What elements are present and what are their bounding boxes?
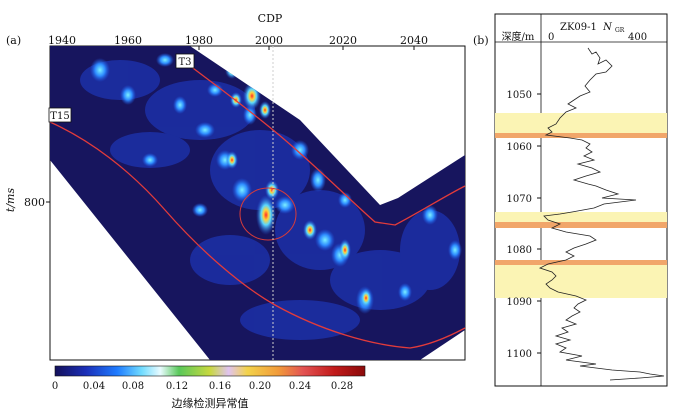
y-axis-title: t/ms: [4, 188, 17, 213]
depth-tick-label: 1070: [507, 194, 532, 205]
depth-tick-label: 1090: [507, 297, 532, 308]
svg-text:ZK09-1 N GR: ZK09-1 N GR: [560, 22, 625, 34]
y-tick-label: 800: [24, 196, 45, 209]
well-log-frame: [494, 13, 668, 387]
x-axis-title: CDP: [258, 12, 283, 25]
x-tick-label: 2040: [400, 34, 428, 47]
anomaly-outline: [239, 187, 297, 241]
x-tick-label: 2000: [255, 34, 283, 47]
horizon-label-t3: T3: [175, 53, 195, 69]
horizon-t15-line: [49, 121, 466, 349]
x-tick-label: 1960: [114, 34, 142, 47]
colorbar-tick-labels: 0 0.04 0.08 0.12 0.16 0.20 0.24 0.28: [52, 381, 353, 392]
gr-log-curve: [538, 47, 665, 381]
log-name-subscript: GR: [615, 27, 625, 34]
colorbar-tick-label: 0.12: [166, 381, 188, 392]
colorbar-tick-label: 0.24: [289, 381, 311, 392]
colorbar-tick-label: 0.04: [83, 381, 105, 392]
depth-tick-labels: 1050 1060 1070 1080 1090 1100: [507, 90, 532, 360]
horizon-label-t3-text: T3: [178, 57, 191, 68]
log-scale-max: 400: [628, 32, 647, 43]
log-scale-min: 0: [548, 32, 554, 43]
horizon-label-t15: T15: [48, 107, 72, 123]
depth-tick-label: 1060: [507, 142, 532, 153]
highlight-intervals: [495, 113, 667, 298]
x-tick-label: 1940: [48, 34, 76, 47]
panel-b-label: (b): [473, 34, 489, 47]
depth-tick-label: 1080: [507, 245, 532, 256]
well-name: ZK09-1: [560, 22, 597, 33]
depth-header: 深度/m: [502, 30, 535, 43]
log-header: ZK09-1 N GR 0 400: [548, 22, 647, 43]
x-tick-labels: 1940 1960 1980 2000 2020 2040: [48, 34, 428, 47]
x-tick-label: 2020: [329, 34, 357, 47]
log-name: N: [602, 22, 613, 33]
colorbar-tick-label: 0.08: [122, 381, 144, 392]
colorbar: [54, 365, 366, 377]
colorbar-title: 边缘检测异常值: [172, 396, 249, 410]
depth-tick-label: 1050: [507, 90, 532, 101]
horizon-t3-line: [184, 61, 466, 226]
panel-a-label: (a): [6, 34, 21, 47]
x-tick-label: 1980: [185, 34, 213, 47]
colorbar-tick-label: 0.16: [209, 381, 231, 392]
horizon-label-t15-text: T15: [50, 111, 69, 122]
depth-tick-label: 1100: [507, 349, 532, 360]
colorbar-tick-label: 0.28: [331, 381, 353, 392]
colorbar-tick-label: 0.20: [249, 381, 271, 392]
colorbar-tick-label: 0: [52, 381, 58, 392]
depth-tick-marks: [537, 93, 541, 354]
